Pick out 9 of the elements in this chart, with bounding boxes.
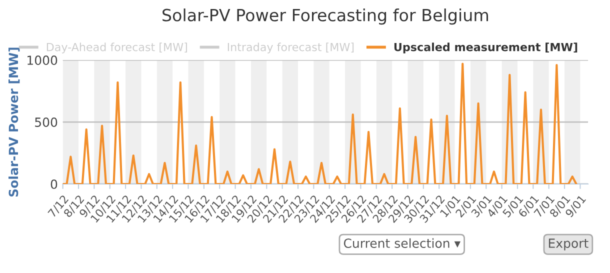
- y-axis-title: Solar-PV Power [MW]: [8, 48, 20, 197]
- y-tick-label: 500: [35, 118, 58, 127]
- y-tick-label: 0: [50, 179, 58, 189]
- y-tick-label: 1000: [28, 56, 58, 65]
- text: Current selection ▾: [344, 238, 461, 248]
- legend-label: Upscaled measurement [MW]: [394, 42, 578, 54]
- chart-title: Solar-PV Power Forecasting for Belgium: [162, 8, 488, 25]
- text: Export: [548, 238, 588, 250]
- line-series: [62, 62, 578, 184]
